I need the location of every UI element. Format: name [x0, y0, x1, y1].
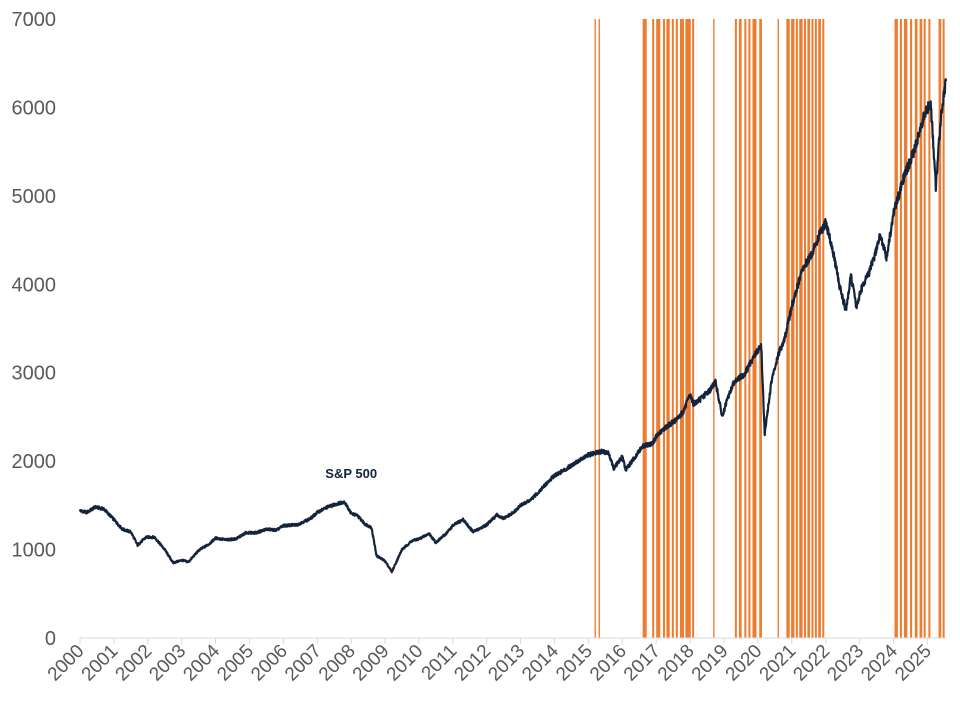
- x-tick-label: 2006: [247, 641, 292, 686]
- x-tick-label: 2023: [823, 641, 868, 686]
- highlight-band-35: [919, 19, 923, 638]
- highlight-band-0: [594, 19, 596, 638]
- x-tick-label: 2011: [418, 641, 462, 685]
- x-tick-label: 2022: [789, 641, 834, 686]
- highlight-band-25: [807, 19, 811, 638]
- highlight-band-22: [795, 19, 798, 638]
- y-tick-label: 6000: [12, 97, 57, 119]
- highlight-band-19: [777, 19, 779, 638]
- highlight-band-7: [671, 19, 674, 638]
- highlight-band-21: [791, 19, 795, 638]
- highlight-band-10: [685, 19, 691, 638]
- highlight-band-27: [814, 19, 817, 638]
- highlight-band-24: [803, 19, 807, 638]
- series-lines: [78, 78, 948, 574]
- highlight-band-3: [652, 19, 655, 638]
- highlight-band-14: [738, 19, 742, 638]
- highlight-band-26: [811, 19, 814, 638]
- y-tick-label: 7000: [12, 9, 57, 31]
- highlight-band-18: [759, 19, 762, 638]
- y-tick-label: 4000: [12, 274, 57, 296]
- highlight-band-23: [799, 19, 803, 638]
- x-tick-label: 2014: [518, 640, 563, 685]
- x-tick-label: 2021: [756, 641, 801, 686]
- x-tick-label: 2012: [450, 641, 495, 686]
- x-tick-label: 2001: [78, 641, 123, 686]
- x-tick-label: 2004: [179, 640, 224, 685]
- highlight-band-1: [598, 19, 600, 638]
- x-tick-label: 2015: [552, 641, 597, 686]
- series-label: S&P 500: [325, 466, 377, 481]
- x-tick-label: 2002: [112, 641, 157, 686]
- x-tick-label: 2008: [315, 641, 360, 686]
- highlight-band-13: [734, 19, 737, 638]
- highlight-band-6: [666, 19, 670, 638]
- x-tick-label: 2005: [213, 641, 258, 686]
- highlight-band-36: [923, 19, 926, 638]
- highlight-band-28: [818, 19, 821, 638]
- highlight-band-2: [642, 19, 647, 638]
- highlight-band-8: [675, 19, 678, 638]
- y-tick-label: 0: [45, 628, 56, 650]
- y-axis-ticks: 0 1000 2000 3000 4000 5000 6000 7000: [12, 9, 57, 650]
- y-tick-label: 2000: [12, 451, 57, 473]
- annotations: S&P 500: [325, 466, 377, 481]
- x-tick-label: 2013: [484, 641, 529, 686]
- highlight-band-38: [938, 19, 942, 638]
- x-tick-label: 2019: [688, 641, 733, 686]
- series-line-sp500: [78, 78, 948, 574]
- highlight-bands: [594, 19, 945, 638]
- highlight-band-5: [662, 19, 666, 638]
- y-tick-label: 5000: [12, 186, 57, 208]
- highlight-band-31: [899, 19, 902, 638]
- x-tick-label: 2009: [349, 641, 394, 686]
- highlight-band-9: [679, 19, 684, 638]
- x-tick-label: 2007: [281, 641, 326, 686]
- y-tick-label: 3000: [12, 363, 57, 385]
- x-tick-label: 2017: [620, 641, 665, 686]
- highlight-band-12: [713, 19, 715, 638]
- highlight-band-33: [910, 19, 913, 638]
- highlight-band-29: [822, 19, 825, 638]
- x-axis-ticks: 2000200120022003200420052006200720082009…: [44, 638, 936, 685]
- x-tick-label: 2016: [586, 641, 631, 686]
- y-tick-label: 1000: [12, 540, 57, 562]
- x-tick-label: 2018: [654, 641, 699, 686]
- highlight-band-37: [928, 19, 931, 638]
- x-tick-label: 2020: [722, 641, 767, 686]
- highlight-band-15: [744, 19, 747, 638]
- x-tick-label: 2010: [383, 641, 428, 686]
- x-tick-label: 2003: [145, 641, 190, 686]
- highlight-band-17: [752, 19, 757, 638]
- highlight-band-4: [656, 19, 661, 638]
- highlight-band-34: [914, 19, 918, 638]
- highlight-band-11: [692, 19, 695, 638]
- highlight-band-39: [942, 19, 945, 638]
- highlight-band-16: [748, 19, 751, 638]
- x-tick-label: 2025: [891, 641, 936, 686]
- highlight-band-32: [903, 19, 908, 638]
- highlight-band-30: [894, 19, 898, 638]
- x-tick-label: 2024: [857, 640, 902, 685]
